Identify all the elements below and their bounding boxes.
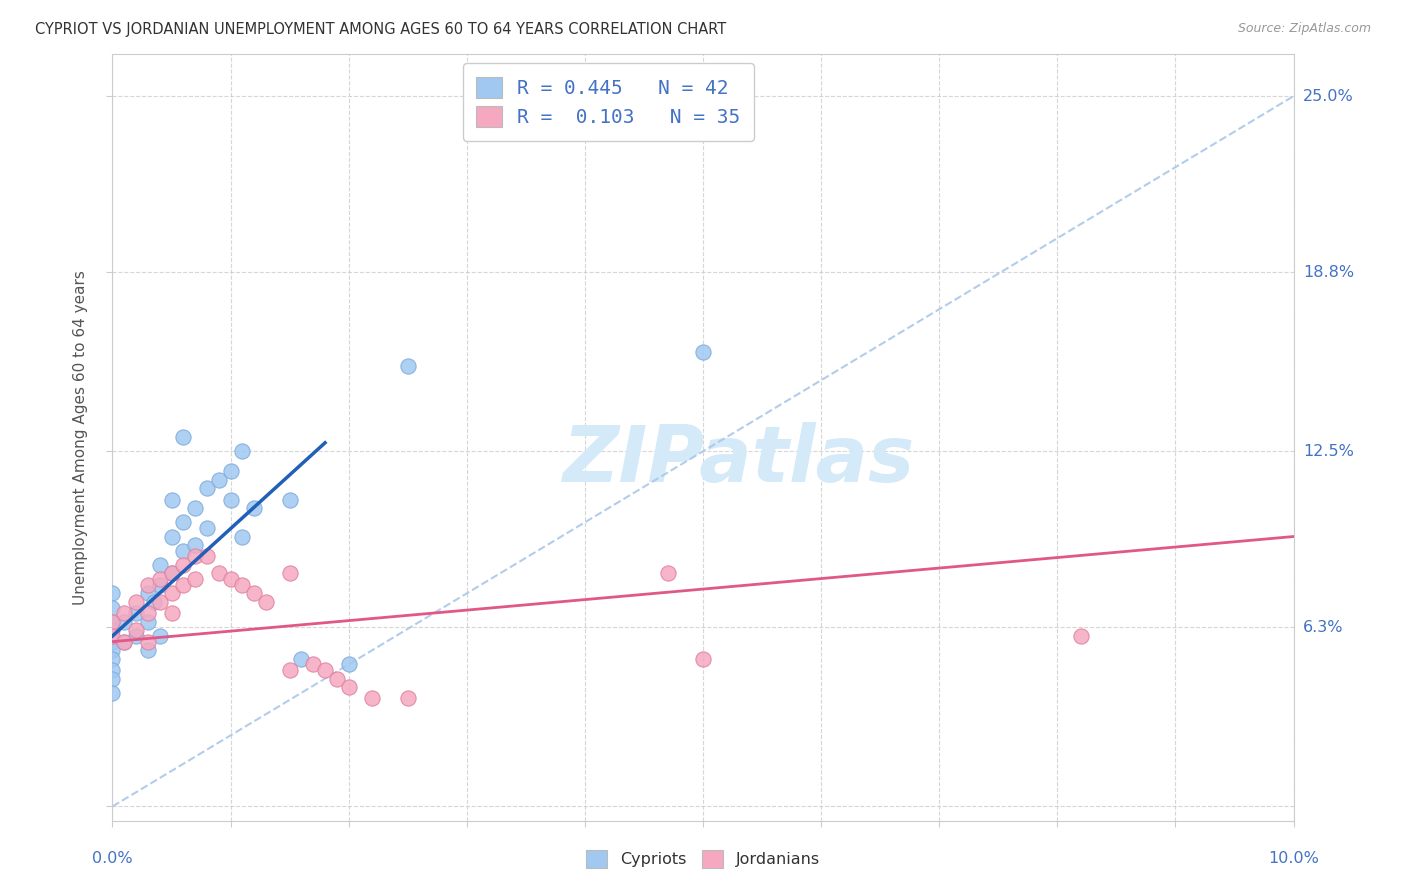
Point — [101, 686, 124, 700]
Point — [136, 615, 159, 629]
Point — [657, 566, 679, 581]
Y-axis label: Unemployment Among Ages 60 to 64 years: Unemployment Among Ages 60 to 64 years — [73, 269, 89, 605]
Point — [125, 595, 148, 609]
Point — [160, 492, 183, 507]
Point — [136, 578, 159, 592]
Point — [160, 566, 183, 581]
Point — [337, 657, 360, 672]
Point — [160, 529, 183, 543]
Point — [219, 572, 242, 586]
Point — [160, 606, 183, 620]
Point — [125, 629, 148, 643]
Point — [160, 586, 183, 600]
Text: 6.3%: 6.3% — [1303, 620, 1344, 635]
Point — [172, 578, 194, 592]
Text: CYPRIOT VS JORDANIAN UNEMPLOYMENT AMONG AGES 60 TO 64 YEARS CORRELATION CHART: CYPRIOT VS JORDANIAN UNEMPLOYMENT AMONG … — [35, 22, 727, 37]
Point — [278, 492, 301, 507]
Point — [231, 444, 253, 458]
Point — [142, 595, 165, 609]
Point — [101, 600, 124, 615]
Point — [219, 464, 242, 478]
Point — [136, 606, 159, 620]
Point — [254, 595, 277, 609]
Point — [101, 629, 124, 643]
Point — [396, 359, 419, 373]
Point — [326, 672, 349, 686]
Text: 0.0%: 0.0% — [93, 851, 132, 866]
Point — [184, 549, 207, 564]
Point — [692, 651, 714, 665]
Point — [184, 538, 207, 552]
Point — [290, 651, 312, 665]
Point — [101, 672, 124, 686]
Point — [136, 634, 159, 648]
Point — [101, 643, 124, 657]
Text: 18.8%: 18.8% — [1303, 265, 1354, 280]
Text: ZIPatlas: ZIPatlas — [562, 422, 914, 498]
Point — [208, 473, 231, 487]
Point — [172, 543, 194, 558]
Point — [195, 521, 218, 535]
Point — [195, 481, 218, 495]
Text: 25.0%: 25.0% — [1303, 88, 1354, 103]
Point — [337, 680, 360, 694]
Point — [112, 634, 135, 648]
Point — [172, 558, 194, 572]
Text: 12.5%: 12.5% — [1303, 444, 1354, 458]
Point — [101, 634, 124, 648]
Point — [112, 606, 135, 620]
Point — [243, 501, 266, 516]
Point — [692, 344, 714, 359]
Point — [149, 629, 172, 643]
Point — [149, 595, 172, 609]
Text: Source: ZipAtlas.com: Source: ZipAtlas.com — [1237, 22, 1371, 36]
Point — [195, 549, 218, 564]
Point — [149, 558, 172, 572]
Point — [101, 615, 124, 629]
Point — [160, 566, 183, 581]
Point — [149, 578, 172, 592]
Point — [243, 586, 266, 600]
Point — [278, 566, 301, 581]
Point — [231, 529, 253, 543]
Point — [231, 578, 253, 592]
Point — [184, 572, 207, 586]
Point — [184, 501, 207, 516]
Point — [1070, 629, 1092, 643]
Point — [101, 663, 124, 677]
Point — [361, 691, 384, 706]
Point — [112, 615, 135, 629]
Point — [208, 566, 231, 581]
Point — [136, 586, 159, 600]
Point — [302, 657, 325, 672]
Point — [278, 663, 301, 677]
Point — [149, 572, 172, 586]
Legend: Cypriots, Jordanians: Cypriots, Jordanians — [579, 844, 827, 874]
Point — [112, 634, 135, 648]
Point — [172, 430, 194, 444]
Point — [101, 586, 124, 600]
Point — [101, 624, 124, 638]
Point — [101, 615, 124, 629]
Point — [125, 606, 148, 620]
Text: 10.0%: 10.0% — [1268, 851, 1319, 866]
Point — [101, 651, 124, 665]
Point — [314, 663, 336, 677]
Point — [172, 516, 194, 530]
Point — [396, 691, 419, 706]
Point — [125, 624, 148, 638]
Point — [136, 643, 159, 657]
Point — [219, 492, 242, 507]
